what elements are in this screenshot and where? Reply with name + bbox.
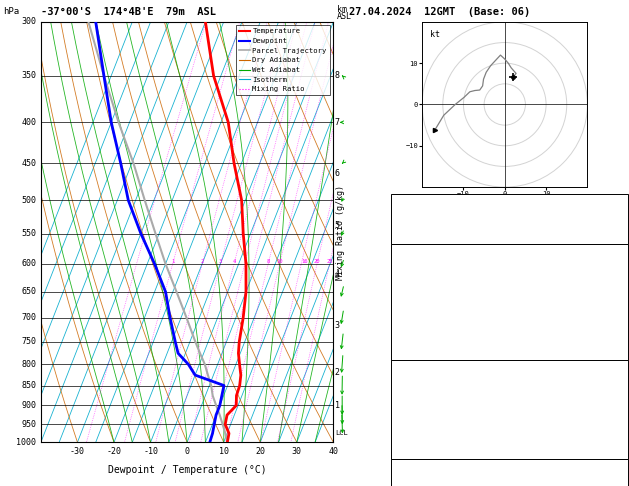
Text: 0: 0 — [618, 430, 624, 439]
Text: 2: 2 — [201, 259, 204, 264]
Text: Dewp (°C): Dewp (°C) — [395, 281, 443, 291]
Text: -7: -7 — [613, 199, 624, 208]
Text: 900: 900 — [21, 401, 36, 410]
Text: 11: 11 — [613, 314, 624, 324]
Text: 5: 5 — [335, 221, 340, 230]
Text: 350: 350 — [21, 71, 36, 80]
Text: 7: 7 — [335, 118, 340, 127]
Text: LCL: LCL — [335, 431, 348, 436]
Legend: Temperature, Dewpoint, Parcel Trajectory, Dry Adiabat, Wet Adiabat, Isotherm, Mi: Temperature, Dewpoint, Parcel Trajectory… — [236, 25, 330, 95]
Text: 10: 10 — [219, 448, 229, 456]
Text: 10: 10 — [613, 414, 624, 423]
Text: 0: 0 — [618, 331, 624, 340]
Text: km: km — [337, 5, 347, 14]
Text: 11: 11 — [613, 265, 624, 274]
Text: Mixing Ratio (g/kg): Mixing Ratio (g/kg) — [337, 185, 345, 279]
Text: 301: 301 — [608, 397, 624, 406]
Text: 0: 0 — [185, 448, 189, 456]
Text: θₑ(K): θₑ(K) — [395, 298, 422, 307]
Text: 1.14: 1.14 — [603, 232, 624, 241]
Text: EH: EH — [395, 480, 406, 486]
Text: 1: 1 — [171, 259, 174, 264]
Text: -37°00'S  174°4B'E  79m  ASL: -37°00'S 174°4B'E 79m ASL — [41, 7, 216, 17]
Text: 4: 4 — [232, 259, 236, 264]
Text: 950: 950 — [21, 420, 36, 429]
Text: 40: 40 — [613, 215, 624, 225]
Text: 700: 700 — [21, 313, 36, 322]
Text: 650: 650 — [21, 287, 36, 296]
Text: hPa: hPa — [3, 7, 19, 17]
Text: 400: 400 — [21, 118, 36, 127]
Text: -20: -20 — [106, 448, 121, 456]
Text: kt: kt — [430, 30, 440, 39]
Text: -10: -10 — [143, 448, 158, 456]
Text: 3: 3 — [335, 321, 340, 330]
Text: Pressure (mb): Pressure (mb) — [395, 381, 465, 390]
Text: 8: 8 — [335, 71, 340, 80]
Text: PW (cm): PW (cm) — [395, 232, 433, 241]
Text: 0: 0 — [618, 347, 624, 357]
Text: 40: 40 — [328, 448, 338, 456]
Text: Totals Totals: Totals Totals — [395, 215, 465, 225]
Text: 20: 20 — [314, 259, 320, 264]
Text: Surface: Surface — [491, 248, 528, 258]
Text: CIN (J): CIN (J) — [395, 347, 433, 357]
Text: 4: 4 — [335, 270, 340, 278]
Text: -30: -30 — [70, 448, 85, 456]
Text: Hodograph: Hodograph — [486, 463, 533, 472]
Text: 8: 8 — [267, 259, 270, 264]
Text: CAPE (J): CAPE (J) — [395, 430, 438, 439]
Text: 0: 0 — [618, 447, 624, 456]
Text: K: K — [395, 199, 401, 208]
Text: Dewpoint / Temperature (°C): Dewpoint / Temperature (°C) — [108, 466, 267, 475]
Text: 3: 3 — [219, 259, 222, 264]
Text: Lifted Index: Lifted Index — [395, 314, 460, 324]
Text: -7: -7 — [613, 480, 624, 486]
Text: Most Unstable: Most Unstable — [474, 364, 545, 373]
Text: 500: 500 — [21, 196, 36, 205]
Text: 300: 300 — [21, 17, 36, 26]
Text: 299: 299 — [608, 298, 624, 307]
Text: 750: 750 — [21, 337, 36, 347]
Text: 450: 450 — [21, 159, 36, 168]
Text: 6: 6 — [335, 169, 340, 178]
Text: ASL: ASL — [337, 12, 352, 21]
Text: 30: 30 — [292, 448, 302, 456]
Text: θₑ (K): θₑ (K) — [395, 397, 427, 406]
Text: Lifted Index: Lifted Index — [395, 414, 460, 423]
Text: CAPE (J): CAPE (J) — [395, 331, 438, 340]
Text: 800: 800 — [21, 360, 36, 369]
Text: 550: 550 — [21, 229, 36, 238]
Text: CIN (J): CIN (J) — [395, 447, 433, 456]
Text: 6.2: 6.2 — [608, 281, 624, 291]
Text: © weatheronline.co.uk: © weatheronline.co.uk — [453, 473, 566, 482]
Text: 2: 2 — [335, 368, 340, 378]
Text: 10: 10 — [276, 259, 283, 264]
Text: 27.04.2024  12GMT  (Base: 06): 27.04.2024 12GMT (Base: 06) — [349, 7, 530, 17]
Text: 16: 16 — [301, 259, 308, 264]
Text: 1: 1 — [335, 401, 340, 410]
Text: 850: 850 — [21, 381, 36, 390]
Text: 25: 25 — [326, 259, 333, 264]
Text: 975: 975 — [608, 381, 624, 390]
Text: 20: 20 — [255, 448, 265, 456]
Text: Temp (°C): Temp (°C) — [395, 265, 443, 274]
Text: 1000: 1000 — [16, 438, 36, 447]
Text: 600: 600 — [21, 260, 36, 268]
